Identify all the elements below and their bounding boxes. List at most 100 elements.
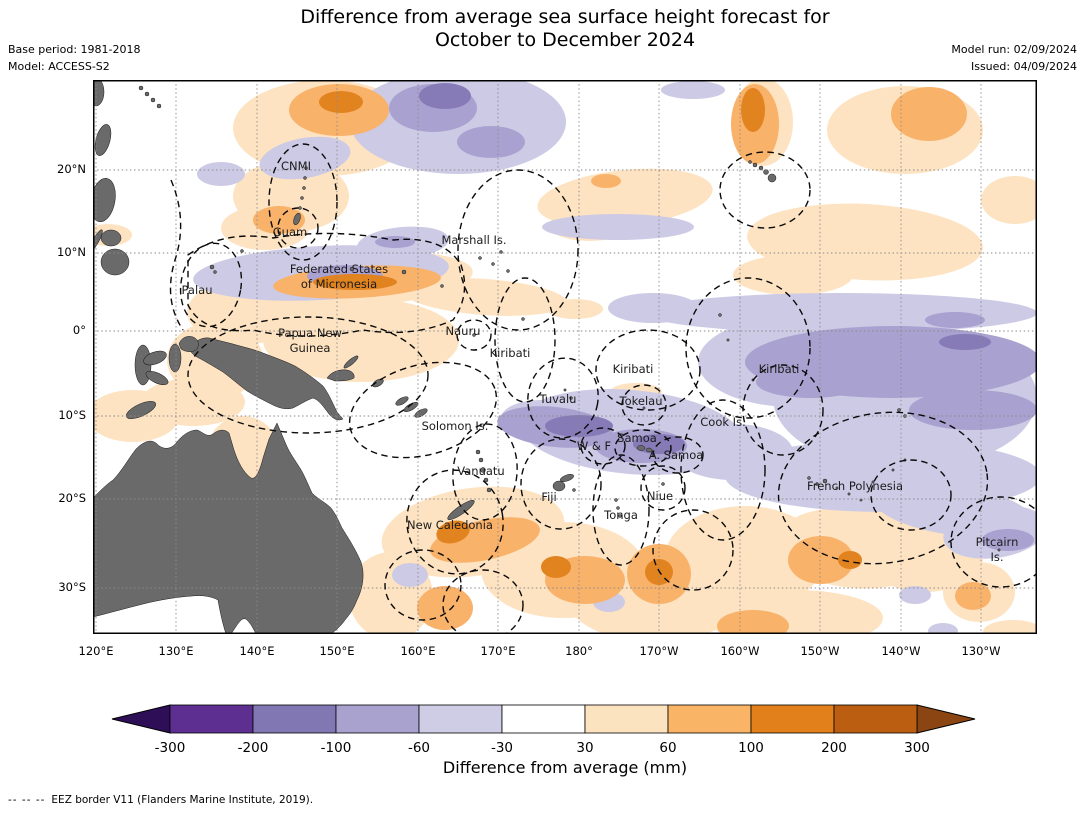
land-timor bbox=[126, 401, 156, 419]
longitude-tick-label: 180° bbox=[565, 644, 593, 658]
land-hawaii bbox=[767, 173, 777, 183]
land-new-guinea bbox=[188, 337, 344, 421]
land-guam bbox=[293, 213, 301, 225]
map-label: Kiribati bbox=[759, 362, 800, 376]
colorbar-left-arrow bbox=[111, 704, 171, 734]
title-line-1: Difference from average sea surface heig… bbox=[300, 6, 830, 28]
longitude-tick-label: 170°W bbox=[639, 644, 679, 658]
colorbar-segment bbox=[667, 704, 752, 734]
latitude-tick-label: 10°N bbox=[57, 245, 86, 259]
model-label: Model: ACCESS-S2 bbox=[8, 59, 110, 73]
land-fiji bbox=[552, 480, 566, 492]
land-mindanao bbox=[100, 248, 130, 276]
map-label: of Micronesia bbox=[301, 277, 377, 291]
colorbar-svg: -300 -200 -100 -60 -30 30 60 100 200 300 bbox=[111, 704, 976, 756]
longitude-tick-label: 170°E bbox=[480, 644, 516, 658]
issued-label: Issued: 04/09/2024 bbox=[970, 59, 1077, 73]
colorbar-tick-label: 300 bbox=[904, 740, 930, 756]
base-period-label: Base period: 1981-2018 bbox=[8, 43, 141, 56]
longitude-tick-label: 150°W bbox=[800, 644, 840, 658]
longitude-tick-label: 140°W bbox=[881, 644, 921, 658]
map-area: CNMI Guam Marshall Is. Federated States of M… bbox=[93, 80, 1037, 634]
map-label: French Polynesia bbox=[807, 479, 903, 493]
map-label: Vanuatu bbox=[457, 464, 504, 478]
model-metadata-left: Base period: 1981-2018 Model: ACCESS-S2 bbox=[8, 42, 140, 75]
longitude-tick-label: 130°E bbox=[158, 644, 194, 658]
eez-borders bbox=[169, 143, 1037, 634]
longitude-tick-label: 160°E bbox=[400, 644, 436, 658]
map-label: Cook Is. bbox=[700, 415, 745, 429]
colorbar-title: Difference from average (mm) bbox=[442, 758, 688, 777]
page-title: Difference from average sea surface heig… bbox=[93, 6, 1037, 52]
eez-legend: -- -- -- EEZ border V11 (Flanders Marine… bbox=[8, 794, 313, 806]
anomaly-patches bbox=[93, 80, 1037, 634]
colorbar-segment bbox=[750, 704, 835, 734]
colorbar-segment bbox=[169, 704, 254, 734]
colorbar-tick-label: 200 bbox=[821, 740, 847, 756]
map-label: Tuvalu bbox=[539, 392, 577, 406]
latitude-tick-label: 30°S bbox=[58, 580, 86, 594]
colorbar-tick-label: 30 bbox=[576, 740, 593, 756]
map-label: Is. bbox=[990, 550, 1003, 564]
colorbar-segment bbox=[252, 704, 337, 734]
land-new-britain bbox=[326, 369, 355, 382]
land-luzon bbox=[93, 177, 116, 223]
longitude-tick-label: 140°E bbox=[239, 644, 275, 658]
colorbar-segment bbox=[584, 704, 669, 734]
map-label: Palau bbox=[182, 283, 213, 297]
latitude-tick-label: 20°S bbox=[58, 491, 86, 505]
eez-dash-symbol: -- -- -- bbox=[8, 794, 46, 806]
map-label: New Caledonia bbox=[407, 518, 493, 532]
graticule bbox=[93, 80, 1037, 634]
map-label: CNMI bbox=[281, 159, 311, 173]
title-line-2: October to December 2024 bbox=[434, 29, 696, 51]
colorbar-segment bbox=[335, 704, 420, 734]
land-samoa bbox=[636, 445, 646, 451]
map-label: Nauru bbox=[446, 324, 481, 338]
colorbar: -300 -200 -100 -60 -30 30 60 100 200 300 bbox=[0, 695, 1085, 765]
longitude-tick-label: 160°W bbox=[720, 644, 760, 658]
longitude-tick-label: 120°E bbox=[78, 644, 114, 658]
colorbar-tick-label: -200 bbox=[238, 740, 269, 756]
colorbar-tick-label: -300 bbox=[155, 740, 186, 756]
map-label: Tokelau bbox=[619, 394, 663, 408]
map-label: Papua New bbox=[278, 326, 342, 340]
map-label: A. Samoa bbox=[649, 448, 704, 462]
map-label: Pitcairn bbox=[976, 535, 1019, 549]
map-label: Guinea bbox=[290, 341, 331, 355]
model-metadata-right: Model run: 02/09/2024 Issued: 04/09/2024 bbox=[951, 42, 1077, 75]
land-birds-head bbox=[178, 336, 199, 352]
colorbar-tick-label: -60 bbox=[408, 740, 430, 756]
eez-note-text: EEZ border V11 (Flanders Marine Institut… bbox=[51, 794, 314, 806]
colorbar-tick-label: 60 bbox=[659, 740, 676, 756]
landmasses bbox=[93, 80, 1001, 634]
map-label: Samoa bbox=[617, 431, 657, 445]
latitude-tick-label: 20°N bbox=[57, 162, 86, 176]
map-label: Marshall Is. bbox=[441, 233, 506, 247]
map-label: W & F bbox=[577, 439, 611, 453]
longitude-tick-label: 130°W bbox=[961, 644, 1001, 658]
latitude-tick-label: 0° bbox=[72, 323, 86, 337]
latitude-tick-label: 10°S bbox=[58, 408, 86, 422]
colorbar-segment bbox=[418, 704, 503, 734]
colorbar-segment bbox=[833, 704, 918, 734]
map-label: Federated States bbox=[290, 262, 388, 276]
map-border bbox=[93, 80, 1037, 634]
map-label: Solomon Is. bbox=[422, 419, 489, 433]
map-label: Niue bbox=[647, 489, 673, 503]
model-run-label: Model run: 02/09/2024 bbox=[951, 43, 1077, 56]
land-new-caledonia bbox=[447, 500, 475, 520]
colorbar-right-arrow bbox=[916, 704, 976, 734]
colorbar-tick-label: -100 bbox=[321, 740, 352, 756]
colorbar-tick-label: -30 bbox=[491, 740, 513, 756]
longitude-tick-label: 150°E bbox=[319, 644, 355, 658]
map-label: Tonga bbox=[603, 508, 638, 522]
colorbar-tick-label: 100 bbox=[738, 740, 764, 756]
map-label: Kiribati bbox=[613, 362, 654, 376]
map-label: Fiji bbox=[541, 490, 556, 504]
map-label: Kiribati bbox=[490, 346, 531, 360]
colorbar-segment bbox=[501, 704, 586, 734]
